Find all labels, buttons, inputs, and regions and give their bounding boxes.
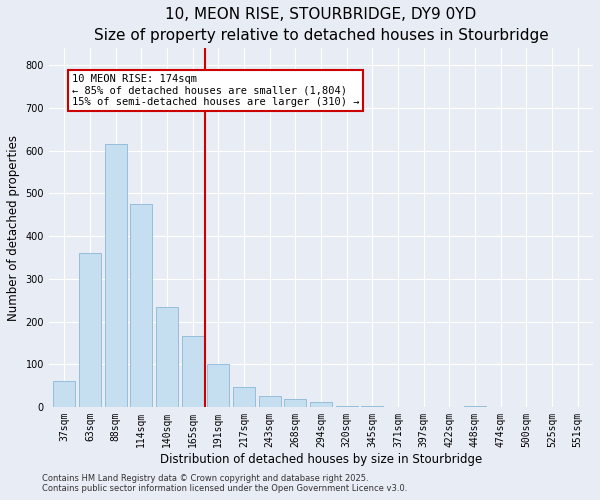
Bar bbox=[156, 306, 178, 407]
Title: 10, MEON RISE, STOURBRIDGE, DY9 0YD
Size of property relative to detached houses: 10, MEON RISE, STOURBRIDGE, DY9 0YD Size… bbox=[94, 7, 548, 43]
Bar bbox=[130, 204, 152, 407]
Bar bbox=[53, 382, 75, 407]
Bar bbox=[182, 336, 203, 407]
Bar bbox=[284, 399, 306, 407]
Bar bbox=[310, 402, 332, 407]
Bar bbox=[104, 144, 127, 407]
Text: 10 MEON RISE: 174sqm
← 85% of detached houses are smaller (1,804)
15% of semi-de: 10 MEON RISE: 174sqm ← 85% of detached h… bbox=[72, 74, 359, 107]
Bar bbox=[79, 253, 101, 407]
Y-axis label: Number of detached properties: Number of detached properties bbox=[7, 134, 20, 320]
Bar bbox=[233, 387, 255, 407]
Text: Contains HM Land Registry data © Crown copyright and database right 2025.: Contains HM Land Registry data © Crown c… bbox=[42, 474, 368, 483]
Bar bbox=[336, 406, 358, 407]
Bar bbox=[208, 364, 229, 407]
X-axis label: Distribution of detached houses by size in Stourbridge: Distribution of detached houses by size … bbox=[160, 452, 482, 466]
Bar bbox=[259, 396, 281, 407]
Text: Contains public sector information licensed under the Open Government Licence v3: Contains public sector information licen… bbox=[42, 484, 407, 493]
